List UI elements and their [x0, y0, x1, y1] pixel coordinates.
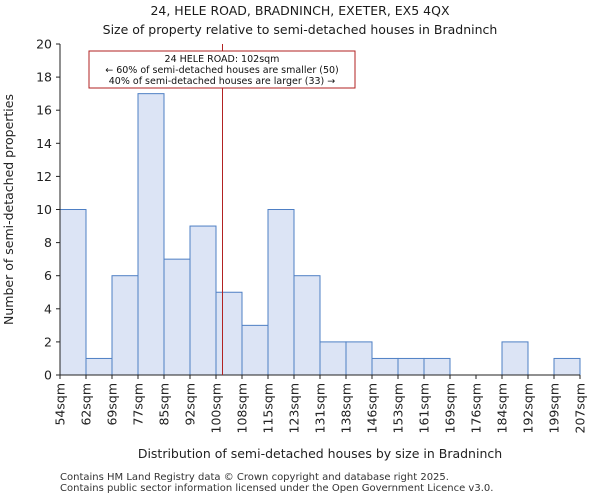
- x-tick-label: 123sqm: [287, 383, 302, 433]
- y-tick-label: 12: [36, 169, 52, 184]
- histogram-bar-153sqm: [397, 357, 425, 376]
- y-tick-label: 20: [36, 37, 52, 52]
- y-tick-label: 4: [44, 301, 52, 316]
- x-tick-label: 192sqm: [521, 383, 536, 433]
- x-tick-label: 54sqm: [53, 383, 68, 426]
- y-tick-label: 2: [44, 334, 52, 349]
- x-tick-label: 176sqm: [469, 383, 484, 433]
- y-tick-label: 10: [36, 202, 52, 217]
- x-tick-label: 169sqm: [443, 383, 458, 433]
- x-tick-label: 153sqm: [391, 383, 406, 433]
- y-tick-label: 6: [44, 268, 52, 283]
- x-tick-label: 131sqm: [313, 383, 328, 433]
- x-tick-label: 161sqm: [417, 383, 432, 433]
- chart-subtitle: Size of property relative to semi-detach…: [102, 22, 498, 37]
- x-tick-label: 207sqm: [573, 383, 588, 433]
- y-axis-label: Number of semi-detached properties: [1, 94, 16, 325]
- x-tick-label: 69sqm: [105, 383, 120, 426]
- histogram-bar-62sqm: [85, 357, 113, 376]
- y-tick-label: 0: [44, 368, 52, 383]
- annotation-line-2: ← 60% of semi-detached houses are smalle…: [105, 65, 339, 76]
- x-tick-label: 100sqm: [209, 383, 224, 433]
- histogram-bar-161sqm: [423, 357, 451, 376]
- annotation-box: 24 HELE ROAD: 102sqm ← 60% of semi-detac…: [88, 50, 356, 89]
- histogram-bar-146sqm: [371, 357, 399, 376]
- histogram-bar-54sqm: [59, 209, 87, 376]
- x-tick-label: 77sqm: [131, 383, 146, 426]
- x-tick-label: 146sqm: [365, 383, 380, 433]
- x-tick-label: 108sqm: [235, 383, 250, 433]
- histogram-bar-108sqm: [241, 324, 269, 376]
- histogram-bar-199sqm: [553, 357, 581, 376]
- footer-licence: Contains public sector information licen…: [60, 483, 494, 494]
- x-tick-label: 184sqm: [495, 383, 510, 433]
- y-tick-label: 16: [36, 103, 52, 118]
- annotation-line-1: 24 HELE ROAD: 102sqm: [165, 54, 280, 65]
- x-axis-label: Distribution of semi-detached houses by …: [138, 446, 502, 461]
- histogram-bar-184sqm: [501, 341, 529, 376]
- histogram-bar-100sqm: [215, 291, 243, 376]
- x-tick-label: 62sqm: [79, 383, 94, 426]
- y-tick-label: 18: [36, 70, 52, 85]
- x-tick-label: 138sqm: [339, 383, 354, 433]
- annotation-line-3: 40% of semi-detached houses are larger (…: [109, 76, 336, 87]
- y-tick-label: 8: [44, 235, 52, 250]
- histogram-bar-115sqm: [267, 209, 295, 376]
- histogram-bar-92sqm: [189, 225, 217, 376]
- histogram-bar-85sqm: [163, 258, 191, 376]
- x-tick-label: 92sqm: [183, 383, 198, 426]
- histogram-bar-77sqm: [137, 93, 165, 376]
- histogram-bar-131sqm: [319, 341, 347, 376]
- histogram-bar-138sqm: [345, 341, 373, 376]
- x-tick-label: 115sqm: [261, 383, 276, 433]
- footer-copyright: Contains HM Land Registry data © Crown c…: [60, 472, 449, 483]
- histogram-chart: 0 2 4 6 8 10 12 14 16 18 20 54sqm 62sqm 69sqm 77sqm 85s…: [1, 37, 588, 462]
- x-tick-label: 85sqm: [157, 383, 172, 426]
- histogram-bar-123sqm: [293, 275, 321, 376]
- x-tick-label: 199sqm: [547, 383, 562, 433]
- histogram-bar-69sqm: [111, 275, 139, 376]
- chart-title: 24, HELE ROAD, BRADNINCH, EXETER, EX5 4Q…: [150, 3, 450, 18]
- y-tick-label: 14: [36, 136, 52, 151]
